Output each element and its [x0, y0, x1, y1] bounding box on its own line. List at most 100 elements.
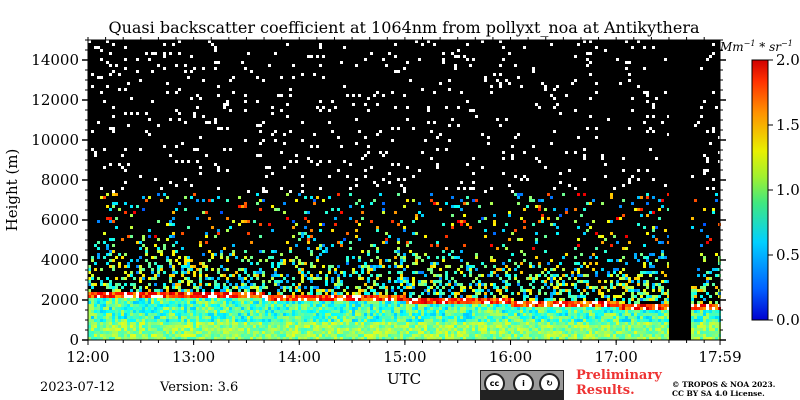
heatmap-cell: [490, 187, 493, 190]
heatmap-cell: [229, 148, 232, 151]
heatmap-cell: [241, 298, 244, 301]
heatmap-cell: [463, 244, 466, 247]
heatmap-cell: [709, 304, 712, 307]
heatmap-cell: [481, 307, 484, 310]
heatmap-cell: [361, 319, 364, 322]
heatmap-cell: [451, 256, 454, 259]
heatmap-cell: [124, 328, 127, 331]
heatmap-cell: [193, 298, 196, 301]
heatmap-cell: [619, 283, 622, 286]
heatmap-cell: [298, 271, 301, 274]
heatmap-cell: [640, 310, 643, 313]
heatmap-cell: [229, 304, 232, 307]
heatmap-cell: [610, 244, 613, 247]
heatmap-cell: [649, 271, 652, 274]
heatmap-cell: [658, 337, 661, 340]
heatmap-cell: [613, 187, 616, 190]
heatmap-cell: [637, 277, 640, 280]
heatmap-cell: [346, 331, 349, 334]
heatmap-cell: [250, 241, 253, 244]
heatmap-cell: [391, 139, 394, 142]
heatmap-cell: [553, 325, 556, 328]
heatmap-cell: [391, 286, 394, 289]
heatmap-cell: [346, 310, 349, 313]
heatmap-cell: [376, 295, 379, 298]
heatmap-cell: [496, 286, 499, 289]
heatmap-cell: [580, 310, 583, 313]
heatmap-cell: [367, 304, 370, 307]
heatmap-cell: [268, 325, 271, 328]
heatmap-cell: [382, 265, 385, 268]
heatmap-cell: [412, 304, 415, 307]
heatmap-cell: [691, 337, 694, 340]
heatmap-cell: [520, 310, 523, 313]
heatmap-cell: [259, 289, 262, 292]
heatmap-cell: [571, 307, 574, 310]
heatmap-cell: [646, 307, 649, 310]
heatmap-cell: [418, 316, 421, 319]
heatmap-cell: [127, 274, 130, 277]
heatmap-cell: [259, 271, 262, 274]
heatmap-cell: [346, 286, 349, 289]
heatmap-cell: [286, 316, 289, 319]
heatmap-cell: [421, 280, 424, 283]
heatmap-cell: [577, 316, 580, 319]
heatmap-cell: [109, 322, 112, 325]
heatmap-cell: [625, 313, 628, 316]
heatmap-cell: [448, 298, 451, 301]
heatmap-cell: [307, 304, 310, 307]
heatmap-cell: [709, 316, 712, 319]
heatmap-cell: [592, 316, 595, 319]
heatmap-cell: [91, 85, 94, 88]
heatmap-cell: [277, 265, 280, 268]
heatmap-cell: [604, 322, 607, 325]
heatmap-cell: [202, 199, 205, 202]
heatmap-cell: [172, 328, 175, 331]
heatmap-cell: [139, 313, 142, 316]
heatmap-cell: [538, 220, 541, 223]
heatmap-cell: [475, 301, 478, 304]
heatmap-cell: [427, 289, 430, 292]
heatmap-cell: [433, 322, 436, 325]
heatmap-cell: [499, 277, 502, 280]
heatmap-cell: [391, 322, 394, 325]
heatmap-cell: [235, 307, 238, 310]
heatmap-cell: [478, 337, 481, 340]
heatmap-cell: [634, 313, 637, 316]
heatmap-cell: [400, 259, 403, 262]
heatmap-cell: [643, 262, 646, 265]
heatmap-cell: [211, 313, 214, 316]
heatmap-cell: [190, 184, 193, 187]
heatmap-cell: [391, 328, 394, 331]
heatmap-cell: [163, 313, 166, 316]
heatmap-cell: [490, 244, 493, 247]
heatmap-cell: [349, 334, 352, 337]
heatmap-cell: [550, 310, 553, 313]
heatmap-cell: [421, 316, 424, 319]
heatmap-cell: [505, 307, 508, 310]
heatmap-cell: [556, 310, 559, 313]
heatmap-cell: [664, 316, 667, 319]
heatmap-cell: [529, 196, 532, 199]
heatmap-cell: [280, 310, 283, 313]
heatmap-cell: [508, 334, 511, 337]
heatmap-cell: [163, 304, 166, 307]
heatmap-cell: [319, 304, 322, 307]
heatmap-cell: [295, 295, 298, 298]
heatmap-cell: [622, 325, 625, 328]
heatmap-cell: [427, 268, 430, 271]
heatmap-cell: [652, 316, 655, 319]
heatmap-cell: [244, 271, 247, 274]
heatmap-cell: [415, 298, 418, 301]
heatmap-cell: [373, 283, 376, 286]
heatmap-cell: [487, 307, 490, 310]
heatmap-cell: [382, 154, 385, 157]
heatmap-cell: [445, 313, 448, 316]
heatmap-cell: [160, 325, 163, 328]
heatmap-cell: [400, 274, 403, 277]
heatmap-cell: [178, 307, 181, 310]
heatmap-cell: [484, 235, 487, 238]
heatmap-cell: [244, 283, 247, 286]
heatmap-cell: [271, 307, 274, 310]
heatmap-cell: [190, 70, 193, 73]
